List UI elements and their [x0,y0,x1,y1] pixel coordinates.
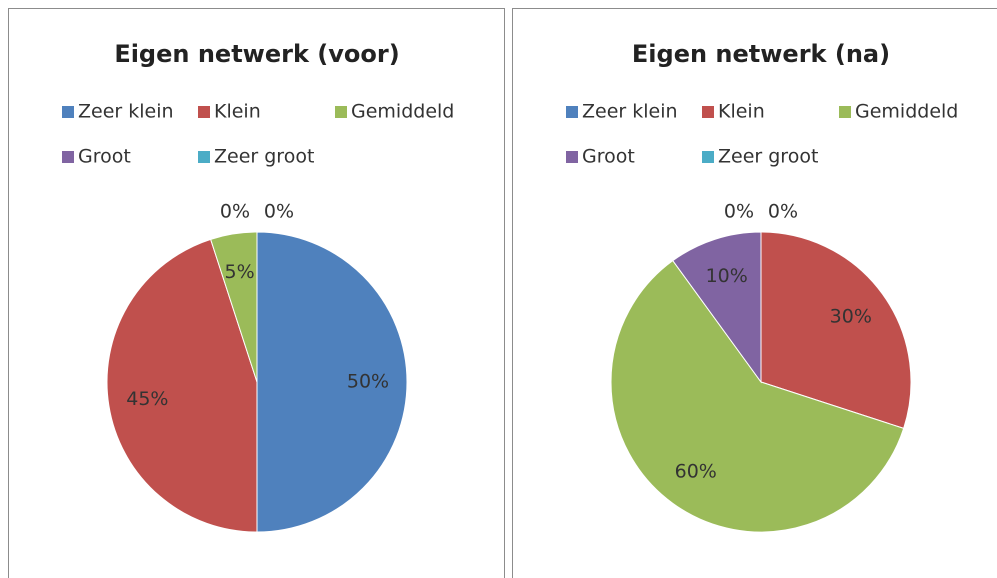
data-label: 10% [706,265,748,287]
data-label: 0% [724,201,754,223]
legend-label: Gemiddeld [351,101,454,123]
legend-swatch [566,106,578,118]
legend-label: Zeer klein [78,101,174,123]
pie-slice [256,231,408,533]
data-label: 60% [675,460,717,482]
legend-label: Zeer groot [214,146,314,168]
legend-swatch [702,151,714,163]
data-label: 0% [264,201,294,223]
data-label: 30% [830,305,872,327]
pie-slice [672,231,762,384]
data-label: 50% [347,371,389,393]
legend-label: Groot [78,146,131,168]
legend-swatch [198,151,210,163]
legend-label: Klein [214,101,261,123]
pie-slice [610,259,905,533]
legend-swatch [335,106,347,118]
chart-title: Eigen netwerk (na) [632,40,890,68]
legend-swatch [702,106,714,118]
legend-label: Zeer groot [718,146,818,168]
data-label: 45% [126,388,168,410]
chart-title: Eigen netwerk (voor) [114,40,399,68]
legend-swatch [198,106,210,118]
legend-label: Klein [718,101,765,123]
legend-swatch [62,151,74,163]
legend-label: Zeer klein [582,101,678,123]
pie-slice [760,231,912,429]
legend-label: Gemiddeld [855,101,958,123]
legend-swatch [62,106,74,118]
data-label: 5% [225,261,255,283]
data-label: 0% [220,201,250,223]
legend-label: Groot [582,146,635,168]
legend-swatch [566,151,578,163]
pie-slice [106,238,258,533]
data-label: 0% [768,201,798,223]
legend-swatch [839,106,851,118]
pie-slice [210,231,258,383]
